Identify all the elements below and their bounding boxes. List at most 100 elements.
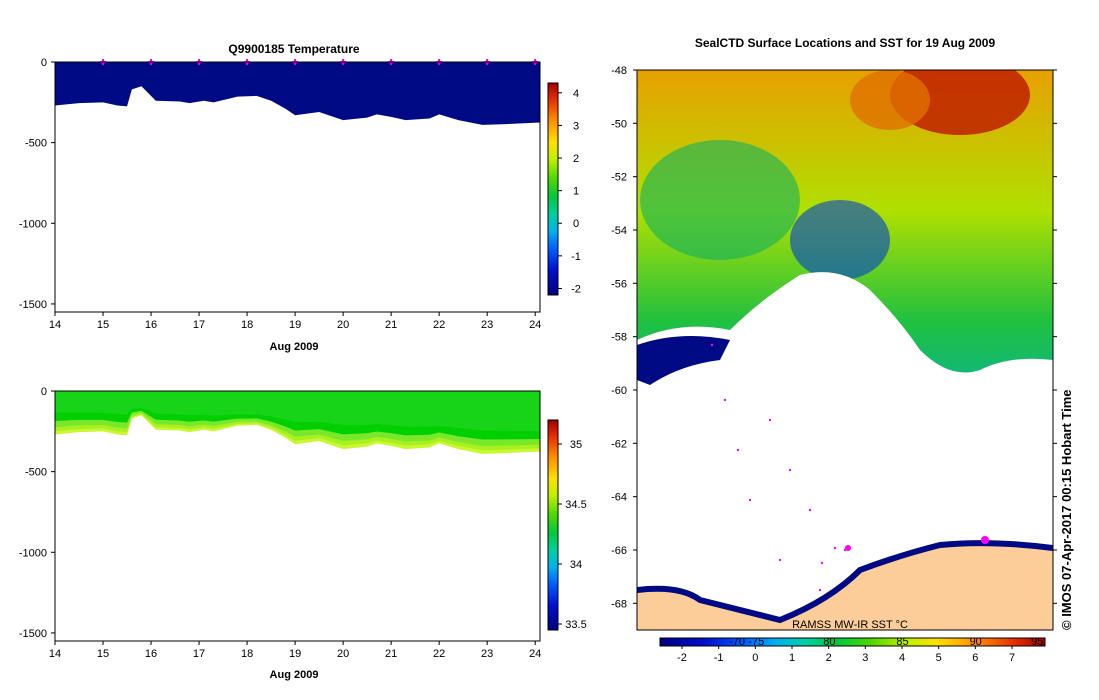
track-point — [768, 418, 772, 422]
sst-tick-label: 7 — [1009, 652, 1015, 664]
salinity-plot-area — [55, 391, 540, 454]
lat-tick-label: -54 — [611, 225, 627, 237]
sst-fahrenheit-label: 85 — [896, 636, 908, 648]
y-tick-label: -500 — [25, 467, 47, 479]
seal-track — [710, 343, 989, 592]
track-point — [736, 448, 740, 452]
temperature-section-fill — [55, 62, 540, 125]
colorbar-tick-label: 34 — [570, 559, 582, 571]
lat-tick-label: -58 — [611, 332, 627, 344]
y-tick-label: -1500 — [19, 628, 47, 640]
lat-tick-label: -68 — [611, 598, 627, 610]
x-tick-label: 22 — [433, 648, 445, 660]
colorbar-tick-label: -2 — [571, 283, 581, 295]
lat-tick-label: -48 — [611, 65, 627, 77]
lat-tick-label: -60 — [611, 385, 627, 397]
x-tick-label: 16 — [145, 319, 157, 331]
track-point — [710, 343, 714, 347]
track-point — [808, 508, 812, 512]
colorbar-tick-label: 2 — [573, 153, 579, 165]
lat-tick-label: -64 — [611, 492, 627, 504]
y-tick-label: -1000 — [19, 218, 47, 230]
x-tick-label: 22 — [433, 319, 445, 331]
sst-tick-label: 6 — [972, 652, 978, 664]
track-point — [820, 561, 824, 565]
colorbar-gradient — [547, 82, 559, 296]
sst-fahrenheit-label: -70 — [729, 636, 745, 648]
sst-fahrenheit-label: -75 — [748, 636, 764, 648]
x-tick-label: 19 — [289, 319, 301, 331]
sst-colorbar: -2 -1 0 1 2 3 4 5 6 7 -70 -75 80 85 90 95 — [659, 636, 1046, 664]
map-label: RAMSS MW-IR SST °C — [792, 619, 908, 631]
colorbar-tick-label: 3 — [573, 120, 579, 132]
x-tick-label: 20 — [337, 319, 349, 331]
x-tick-label: 21 — [385, 319, 397, 331]
track-point — [818, 588, 822, 592]
sst-tick-label: -1 — [714, 652, 724, 664]
sst-map-panel: SealCTD Surface Locations and SST for 19… — [611, 36, 1074, 664]
sst-tick-label: 5 — [936, 652, 942, 664]
x-tick-label: 20 — [337, 648, 349, 660]
map-frame — [636, 69, 1054, 631]
temperature-x-axis: 14 15 16 17 18 19 20 21 22 23 24 — [49, 312, 541, 331]
x-tick-label: 14 — [49, 648, 61, 660]
y-tick-label: -500 — [25, 138, 47, 150]
ice-edge-cold-water — [637, 336, 730, 385]
lat-tick-label: -62 — [611, 438, 627, 450]
colorbar-tick-label: 0 — [573, 218, 579, 230]
x-tick-label: 23 — [481, 319, 493, 331]
x-tick-label: 23 — [481, 648, 493, 660]
x-tick-label: 15 — [97, 648, 109, 660]
sst-fahrenheit-label: 80 — [823, 636, 835, 648]
salinity-y-axis: 0 -500 -1000 -1500 — [19, 386, 55, 640]
colorbar-tick-label: 34.5 — [565, 499, 586, 511]
salinity-axes-frame — [54, 390, 541, 642]
sst-tick-label: 2 — [826, 652, 832, 664]
y-tick-label: -1500 — [19, 299, 47, 311]
temperature-axes-frame — [54, 61, 541, 313]
seal-location — [845, 545, 851, 551]
x-tick-label: 21 — [385, 648, 397, 660]
sst-tick-label: 4 — [899, 652, 905, 664]
lat-tick-label: -52 — [611, 172, 627, 184]
sea-ice — [637, 272, 1053, 630]
salinity-panel: 14 15 16 17 18 19 20 21 22 23 24 0 -500 -1000 -1500 A… — [19, 386, 587, 681]
y-tick-label: -1000 — [19, 547, 47, 559]
coastal-cold-water — [637, 540, 1053, 624]
colorbar-tick-label: 33.5 — [565, 619, 586, 631]
salinity-x-axis: 14 15 16 17 18 19 20 21 22 23 24 — [49, 641, 541, 660]
salinity-xlabel: Aug 2009 — [270, 669, 319, 681]
x-tick-label: 17 — [193, 319, 205, 331]
credit-text: © IMOS 07-Apr-2017 00:15 Hobart Time — [1059, 389, 1074, 630]
cold-patch — [790, 200, 890, 280]
x-tick-label: 17 — [193, 648, 205, 660]
track-point — [748, 498, 752, 502]
x-tick-label: 14 — [49, 319, 61, 331]
colorbar-tick-label: 35 — [570, 439, 582, 451]
temperature-colorbar: 4 3 2 1 0 -1 -2 — [547, 82, 581, 296]
x-tick-label: 24 — [529, 319, 541, 331]
temperature-y-axis: 0 -500 -1000 -1500 — [19, 57, 55, 311]
x-tick-label: 24 — [529, 648, 541, 660]
lat-tick-label: -66 — [611, 545, 627, 557]
lat-tick-label: -56 — [611, 278, 627, 290]
temperature-xlabel: Aug 2009 — [270, 341, 319, 353]
track-point — [788, 468, 792, 472]
sst-fahrenheit-label: 95 — [1031, 636, 1043, 648]
colorbar-tick-label: 1 — [573, 186, 579, 198]
sst-tick-label: 1 — [789, 652, 795, 664]
y-tick-label: 0 — [41, 386, 47, 398]
x-tick-label: 18 — [241, 648, 253, 660]
sst-tick-label: 0 — [752, 652, 758, 664]
x-tick-label: 16 — [145, 648, 157, 660]
temperature-title: Q9900185 Temperature — [228, 42, 360, 56]
x-tick-label: 19 — [289, 648, 301, 660]
salinity-layer — [55, 391, 540, 432]
colorbar-tick-label: -1 — [571, 251, 581, 263]
temperature-panel: Q9900185 Temperature 14 15 16 17 18 19 20 21 22 2… — [19, 42, 581, 353]
x-tick-label: 15 — [97, 319, 109, 331]
seal-location — [981, 536, 989, 544]
y-tick-label: 0 — [41, 57, 47, 69]
colorbar-tick-label: 4 — [573, 88, 579, 100]
